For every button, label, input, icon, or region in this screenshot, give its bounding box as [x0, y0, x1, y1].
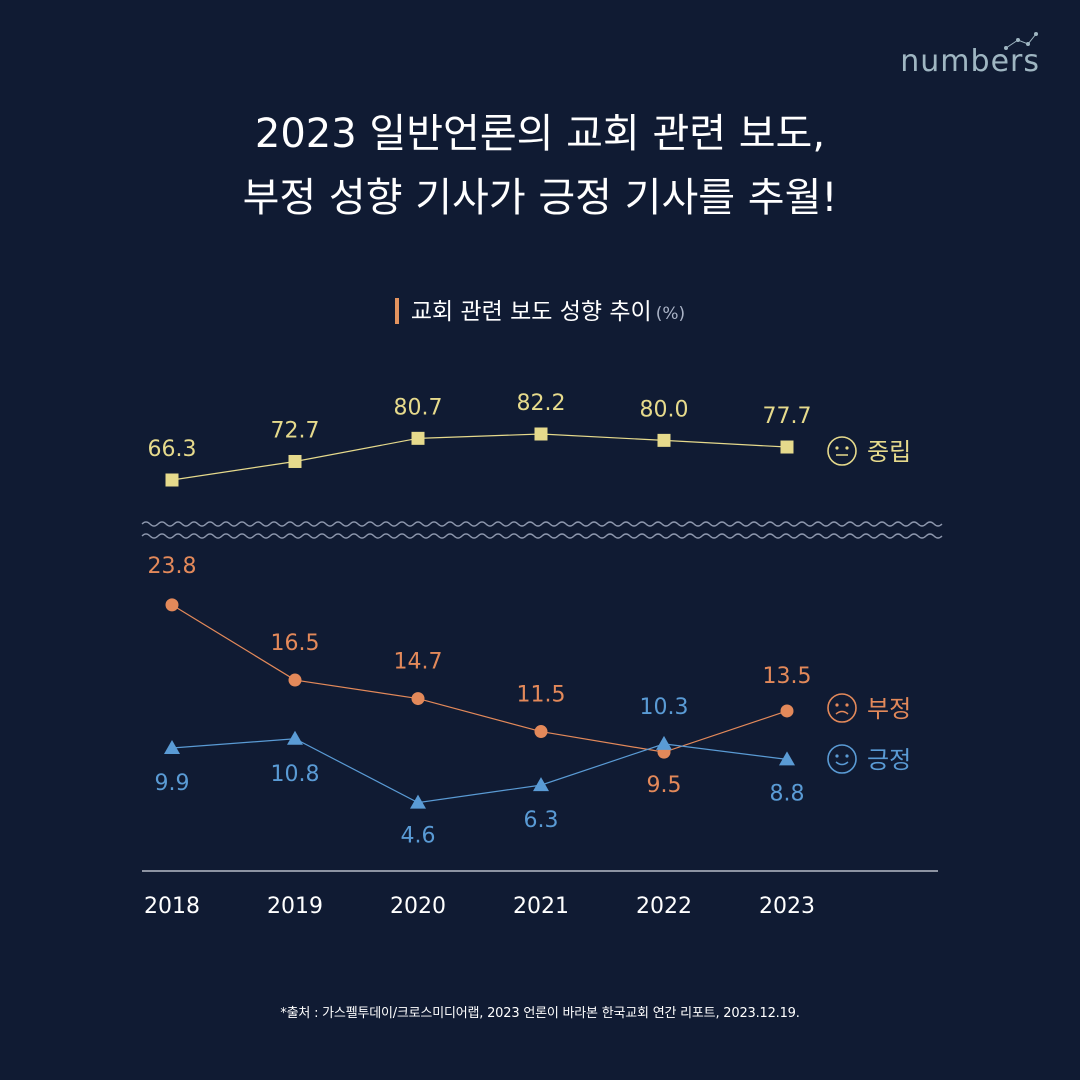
data-label-중립-2019: 72.7 [271, 418, 320, 443]
chart-title-text: 교회 관련 보도 성향 추이 [410, 299, 652, 325]
legend-face-mouth-부정 [835, 710, 849, 715]
data-point-부정-2018 [165, 598, 179, 612]
legend-face-mouth-긍정 [835, 761, 849, 766]
legend-face-eye-left-긍정 [835, 754, 839, 758]
series-line-긍정 [171, 738, 788, 804]
data-point-중립-2018 [165, 473, 179, 487]
logo-dots-icon [1004, 32, 1038, 50]
chart-title: 교회 관련 보도 성향 추이 (%) [0, 292, 1080, 326]
data-point-부정-2019 [288, 673, 302, 687]
data-point-중립-2020 [411, 431, 425, 445]
data-point-중립-2021 [534, 427, 548, 441]
x-tick-label-2022: 2022 [636, 894, 692, 919]
data-label-긍정-2020: 4.6 [401, 824, 436, 849]
data-label-중립-2020: 80.7 [394, 395, 443, 420]
legend-label-중립: 중립 [867, 438, 911, 466]
data-label-중립-2021: 82.2 [517, 391, 566, 416]
legend-face-icon-중립 [827, 436, 857, 466]
logo-text: numbers [900, 44, 1040, 79]
chart-unit: (%) [655, 304, 686, 324]
legend-face-eye-left-중립 [835, 446, 839, 450]
legend-label-긍정: 긍정 [867, 746, 911, 774]
data-point-중립-2023 [780, 440, 794, 454]
series-line-중립 [171, 433, 788, 481]
legend-label-부정: 부정 [867, 695, 911, 723]
data-point-긍정-2020 [410, 794, 426, 809]
data-point-긍정-2022 [656, 735, 672, 750]
legend-face-eye-right-부정 [845, 703, 849, 707]
data-label-부정-2022: 9.5 [647, 773, 682, 798]
source-footnote: *출처 : 가스펠투데이/크로스미디어랩, 2023 언론이 바라본 한국교회 … [280, 1006, 800, 1021]
data-point-긍정-2018 [164, 740, 180, 755]
data-label-부정-2020: 14.7 [394, 650, 443, 675]
legend-face-eye-left-부정 [835, 703, 839, 707]
data-label-중립-2022: 80.0 [640, 397, 689, 422]
x-tick-label-2019: 2019 [267, 894, 323, 919]
data-point-긍정-2023 [779, 751, 795, 766]
data-label-부정-2019: 16.5 [271, 631, 320, 656]
title-line-1: 2023 일반언론의 교회 관련 보도, [254, 111, 826, 157]
legend-face-icon-부정 [827, 693, 857, 723]
title-accent-bar [394, 298, 399, 324]
data-label-긍정-2019: 10.8 [271, 762, 320, 787]
data-label-부정-2018: 23.8 [148, 554, 197, 579]
data-label-긍정-2018: 9.9 [155, 771, 190, 796]
legend-face-eye-right-긍정 [845, 754, 849, 758]
data-point-중립-2022 [657, 433, 671, 447]
data-label-부정-2023: 13.5 [763, 664, 812, 689]
data-label-긍정-2022: 10.3 [640, 695, 689, 720]
legend-face-eye-right-중립 [845, 446, 849, 450]
data-point-긍정-2021 [533, 777, 549, 792]
x-tick-label-2018: 2018 [144, 894, 200, 919]
data-label-긍정-2021: 6.3 [524, 808, 559, 833]
axis-break-wave-bottom [141, 533, 943, 539]
data-point-긍정-2019 [287, 730, 303, 745]
legend-face-icon-긍정 [827, 744, 857, 774]
data-point-부정-2021 [534, 725, 548, 739]
data-point-부정-2023 [780, 704, 794, 718]
data-label-중립-2018: 66.3 [148, 437, 197, 462]
data-point-부정-2020 [411, 692, 425, 706]
x-tick-label-2023: 2023 [759, 894, 815, 919]
data-label-긍정-2023: 8.8 [770, 781, 805, 806]
series-line-부정 [171, 604, 788, 753]
numbers-logo: numbers [890, 32, 1040, 80]
x-tick-label-2021: 2021 [513, 894, 569, 919]
axis-break-wave-top [141, 521, 943, 527]
title-line-2: 부정 성향 기사가 긍정 기사를 추월! [242, 175, 838, 221]
data-label-부정-2021: 11.5 [517, 683, 566, 708]
x-tick-label-2020: 2020 [390, 894, 446, 919]
data-label-중립-2023: 77.7 [763, 404, 812, 429]
page-title: 2023 일반언론의 교회 관련 보도, 부정 성향 기사가 긍정 기사를 추월… [0, 102, 1080, 230]
data-point-중립-2019 [288, 454, 302, 468]
